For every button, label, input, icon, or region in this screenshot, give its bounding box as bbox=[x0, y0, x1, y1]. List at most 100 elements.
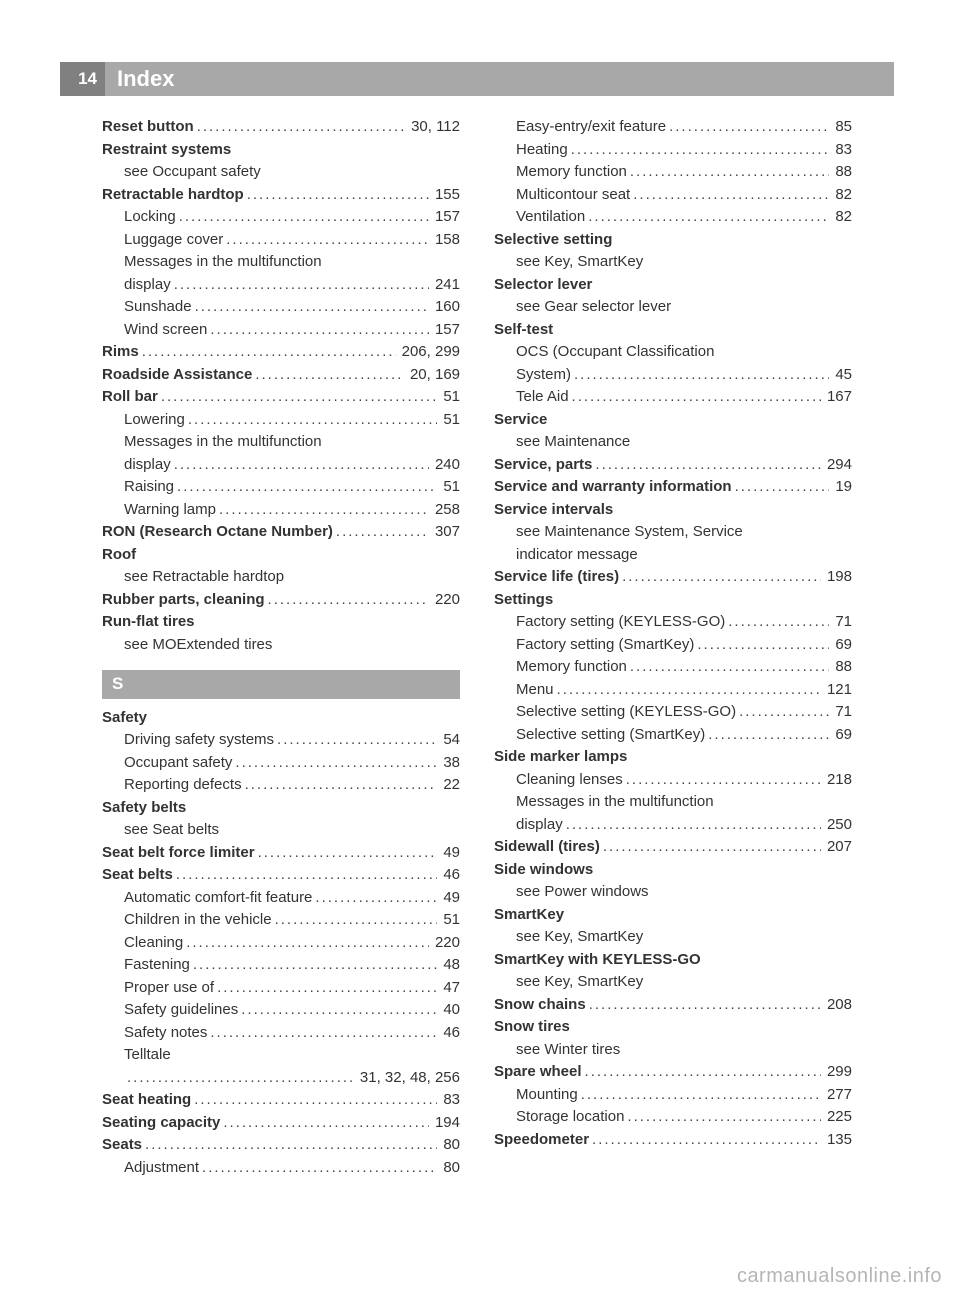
leader-dots bbox=[624, 1106, 821, 1129]
index-subentry: display 250 bbox=[494, 814, 852, 837]
index-label: Sidewall (tires) bbox=[494, 836, 600, 859]
index-subentry: Locking157 bbox=[102, 206, 460, 229]
index-subentry: Automatic comfort-fit feature49 bbox=[102, 887, 460, 910]
index-label: Seat belt force limiter bbox=[102, 842, 255, 865]
index-label: Service and warranty information bbox=[494, 476, 732, 499]
index-page-ref: 80 bbox=[437, 1157, 460, 1180]
index-subentry: Sunshade160 bbox=[102, 296, 460, 319]
index-label: see Seat belts bbox=[124, 819, 219, 842]
index-subentry: Wind screen157 bbox=[102, 319, 460, 342]
leader-dots bbox=[578, 1084, 821, 1107]
index-label: Service, parts bbox=[494, 454, 592, 477]
index-page-ref: 220 bbox=[429, 589, 460, 612]
index-entry: SmartKey with KEYLESS-GO bbox=[494, 949, 852, 972]
index-subentry: see Power windows bbox=[494, 881, 852, 904]
index-label: Storage location bbox=[516, 1106, 624, 1129]
index-label: Children in the vehicle bbox=[124, 909, 272, 932]
index-label: display bbox=[124, 274, 171, 297]
index-label: Safety guidelines bbox=[124, 999, 238, 1022]
leader-dots bbox=[732, 476, 830, 499]
index-subentry: Adjustment 80 bbox=[102, 1157, 460, 1180]
leader-dots bbox=[694, 634, 829, 657]
index-page-ref: 294 bbox=[821, 454, 852, 477]
index-page-ref: 69 bbox=[829, 634, 852, 657]
leader-dots bbox=[216, 499, 429, 522]
leader-dots bbox=[232, 752, 437, 775]
index-label: Adjustment bbox=[124, 1157, 199, 1180]
index-entry: Snow tires bbox=[494, 1016, 852, 1039]
index-label: Side marker lamps bbox=[494, 746, 627, 769]
index-label: see Maintenance System, Service bbox=[516, 521, 743, 544]
index-entry: Service, parts 294 bbox=[494, 454, 852, 477]
index-entry: Selective setting bbox=[494, 229, 852, 252]
leader-dots bbox=[705, 724, 829, 747]
index-entry: Reset button30, 112 bbox=[102, 116, 460, 139]
index-subentry: Safety guidelines 40 bbox=[102, 999, 460, 1022]
index-entry: Retractable hardtop155 bbox=[102, 184, 460, 207]
leader-dots bbox=[600, 836, 821, 859]
index-entry: Safety belts bbox=[102, 797, 460, 820]
index-column-right: Easy-entry/exit feature85Heating83Memory… bbox=[494, 116, 852, 1179]
index-entry: Self-test bbox=[494, 319, 852, 342]
index-label: Heating bbox=[516, 139, 568, 162]
index-label: Roof bbox=[102, 544, 136, 567]
index-page-ref: 157 bbox=[429, 206, 460, 229]
index-page-ref: 71 bbox=[829, 701, 852, 724]
index-subentry: Reporting defects22 bbox=[102, 774, 460, 797]
index-label: Seating capacity bbox=[102, 1112, 220, 1135]
index-page-ref: 158 bbox=[429, 229, 460, 252]
index-page-ref: 250 bbox=[821, 814, 852, 837]
index-subentry: Cleaning220 bbox=[102, 932, 460, 955]
index-label: Fastening bbox=[124, 954, 190, 977]
index-page-ref: 30, 112 bbox=[405, 116, 460, 139]
leader-dots bbox=[265, 589, 429, 612]
index-subentry: Children in the vehicle51 bbox=[102, 909, 460, 932]
index-subentry: System)45 bbox=[494, 364, 852, 387]
index-entry: RON (Research Octane Number)307 bbox=[102, 521, 460, 544]
index-page-ref: 121 bbox=[821, 679, 852, 702]
index-subentry: OCS (Occupant Classification bbox=[494, 341, 852, 364]
index-subentry: Factory setting (KEYLESS-GO)71 bbox=[494, 611, 852, 634]
index-label: OCS (Occupant Classification bbox=[516, 341, 714, 364]
leader-dots bbox=[207, 319, 429, 342]
index-subentry: see Maintenance bbox=[494, 431, 852, 454]
index-subentry: Fastening48 bbox=[102, 954, 460, 977]
index-label: Tele Aid bbox=[516, 386, 569, 409]
header-bar: 14 Index bbox=[60, 62, 894, 96]
index-subentry: Messages in the multifunction bbox=[102, 251, 460, 274]
index-label: Multicontour seat bbox=[516, 184, 630, 207]
index-label: display bbox=[124, 454, 171, 477]
index-subentry: see Occupant safety bbox=[102, 161, 460, 184]
index-subentry: see Key, SmartKey bbox=[494, 971, 852, 994]
index-subentry: Messages in the multifunction bbox=[102, 431, 460, 454]
index-subentry: Warning lamp258 bbox=[102, 499, 460, 522]
index-subentry: 31, 32, 48, 256 bbox=[102, 1067, 460, 1090]
index-page-ref: 155 bbox=[429, 184, 460, 207]
index-label: Wind screen bbox=[124, 319, 207, 342]
index-label: Service bbox=[494, 409, 547, 432]
leader-dots bbox=[220, 1112, 429, 1135]
index-page-ref: 31, 32, 48, 256 bbox=[354, 1067, 460, 1090]
index-label: Settings bbox=[494, 589, 553, 612]
index-page-ref: 83 bbox=[437, 1089, 460, 1112]
index-page-ref: 88 bbox=[829, 161, 852, 184]
index-entry: Seat belt force limiter49 bbox=[102, 842, 460, 865]
index-subentry: Driving safety systems54 bbox=[102, 729, 460, 752]
index-label: Selective setting (SmartKey) bbox=[516, 724, 705, 747]
index-label: Menu bbox=[516, 679, 554, 702]
leader-dots bbox=[563, 814, 821, 837]
leader-dots bbox=[242, 774, 438, 797]
index-entry: Roadside Assistance20, 169 bbox=[102, 364, 460, 387]
index-page-ref: 51 bbox=[437, 386, 460, 409]
index-label: Sunshade bbox=[124, 296, 192, 319]
index-columns: Reset button30, 112Restraint systemssee … bbox=[60, 116, 894, 1179]
leader-dots bbox=[238, 999, 437, 1022]
page-number: 14 bbox=[60, 62, 105, 96]
index-page-ref: 218 bbox=[821, 769, 852, 792]
index-page-ref: 220 bbox=[429, 932, 460, 955]
index-page-ref: 40 bbox=[437, 999, 460, 1022]
index-label: Memory function bbox=[516, 161, 627, 184]
index-label: display bbox=[516, 814, 563, 837]
index-label: Selector lever bbox=[494, 274, 592, 297]
index-subentry: Multicontour seat82 bbox=[494, 184, 852, 207]
